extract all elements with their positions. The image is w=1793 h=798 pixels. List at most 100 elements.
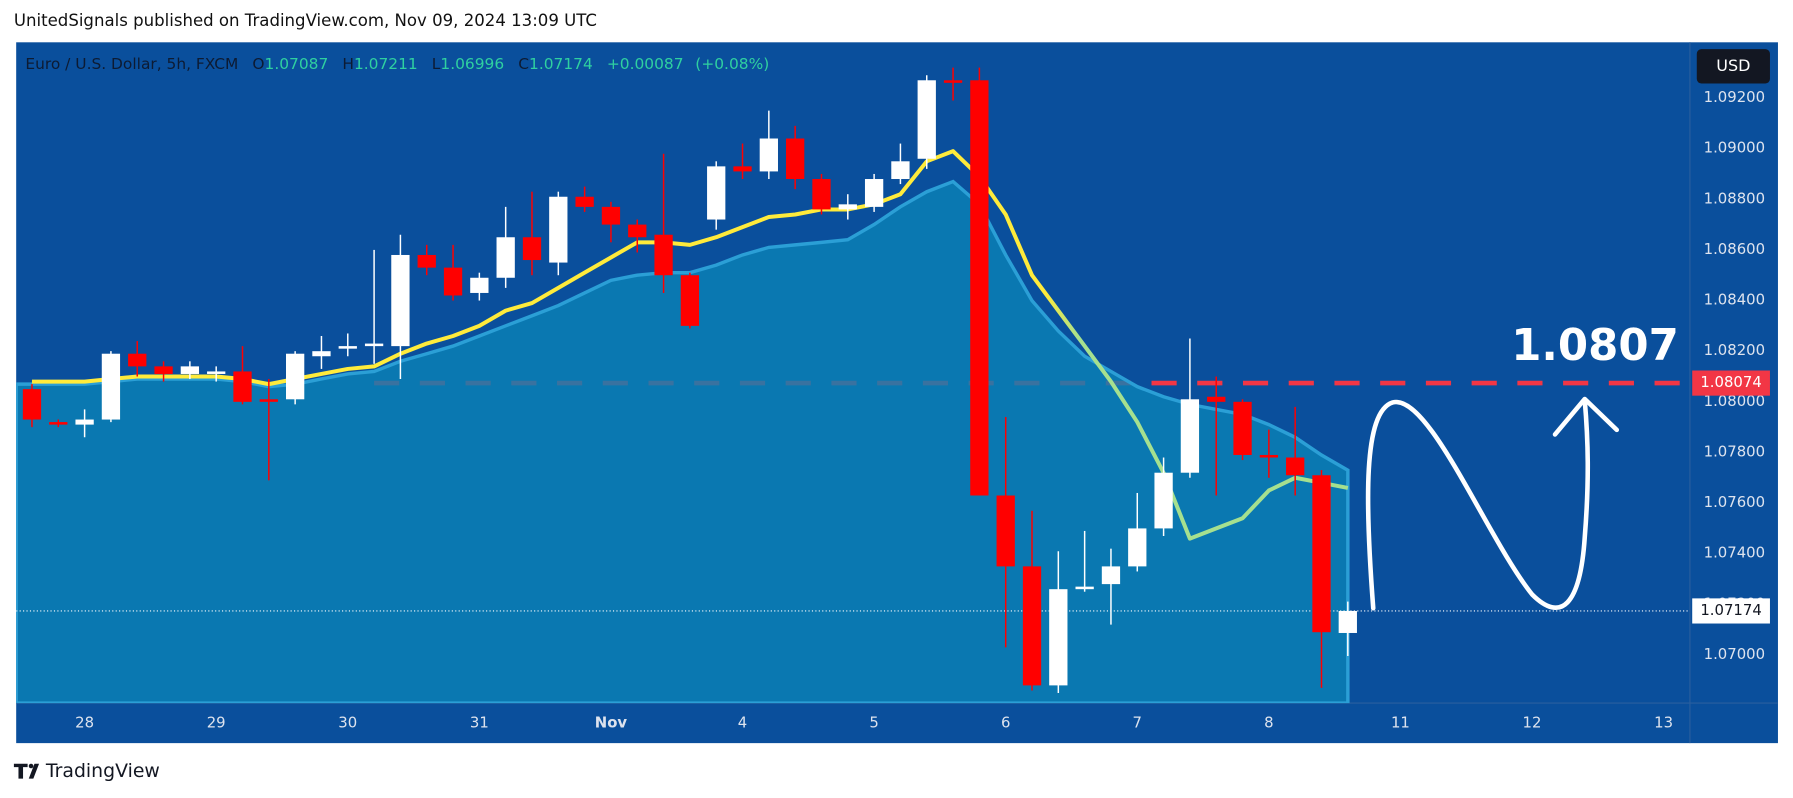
legend-text: Euro / U.S. Dollar, 5h, FXCM O1.07087 H1… bbox=[25, 55, 769, 73]
ohlc-label: C bbox=[518, 55, 529, 73]
axes: 1.09200 1.09000 1.08800 1.08600 1.08400 1.082… bbox=[75, 88, 1770, 732]
candle-body bbox=[601, 206, 621, 225]
candle-body bbox=[1180, 399, 1200, 473]
candle-body bbox=[575, 196, 594, 207]
ohlc-value: 1.06996 bbox=[440, 55, 504, 73]
drawn-arrowhead bbox=[1552, 396, 1620, 437]
candle-body bbox=[1259, 454, 1279, 458]
x-tick-label: 8 bbox=[1264, 714, 1273, 732]
candle-body bbox=[1075, 586, 1094, 590]
x-tick-label: 29 bbox=[207, 714, 226, 732]
level-price-badge bbox=[1692, 370, 1770, 396]
candle-body bbox=[1128, 528, 1147, 567]
candle-body bbox=[891, 161, 910, 180]
candle-body bbox=[75, 419, 94, 425]
candle-body bbox=[443, 267, 463, 296]
candle-body bbox=[391, 254, 410, 347]
ohlc-label: O bbox=[252, 55, 264, 73]
candle-body bbox=[1312, 475, 1331, 633]
y-tick-label: 1.09200 bbox=[1704, 88, 1765, 106]
ohlc-label: H bbox=[342, 55, 354, 73]
y-tick-label: 1.08000 bbox=[1704, 392, 1765, 410]
x-tick-label: 11 bbox=[1391, 714, 1410, 732]
candle-body bbox=[654, 234, 673, 276]
candle-body bbox=[180, 366, 200, 374]
candle-body bbox=[101, 353, 121, 420]
candle-body bbox=[1101, 566, 1121, 585]
plot-area bbox=[16, 67, 1690, 704]
legend: Euro / U.S. Dollar, 5h, FXCM O1.07087 H1… bbox=[25, 55, 769, 73]
candle-body bbox=[364, 343, 384, 347]
candle-body bbox=[864, 179, 884, 207]
change: +0.00087 bbox=[607, 55, 684, 73]
footer-text: TradingView bbox=[45, 760, 160, 782]
x-tick-label: 5 bbox=[869, 714, 878, 732]
candle-body bbox=[628, 224, 647, 238]
y-tick-label: 1.07000 bbox=[1704, 645, 1765, 663]
y-tick-label: 1.08800 bbox=[1704, 189, 1765, 207]
x-tick-label: 6 bbox=[1001, 714, 1010, 732]
y-tick-label: 1.07600 bbox=[1704, 493, 1765, 511]
x-tick-label: 13 bbox=[1654, 714, 1673, 732]
y-tick-label: 1.09000 bbox=[1704, 139, 1765, 157]
footer-logo: TradingView bbox=[13, 760, 160, 782]
ohlc-value: 1.07211 bbox=[354, 55, 418, 73]
last-price-label: 1.07174 bbox=[1700, 601, 1761, 619]
y-tick-label: 1.08400 bbox=[1704, 291, 1765, 309]
logo-icon bbox=[13, 763, 40, 779]
candle-body bbox=[759, 138, 778, 172]
candle-body bbox=[154, 366, 173, 374]
currency-badge bbox=[1696, 49, 1770, 84]
candle-body bbox=[417, 254, 436, 268]
candle-body bbox=[786, 138, 805, 180]
y-tick-label: 1.08600 bbox=[1704, 240, 1765, 258]
candle-body bbox=[970, 80, 989, 496]
candle-body bbox=[1233, 401, 1252, 455]
drawn-curve bbox=[1365, 397, 1591, 611]
change-percent: (+0.08%) bbox=[695, 55, 769, 73]
x-tick-label: 4 bbox=[738, 714, 747, 732]
candle-body bbox=[917, 80, 936, 159]
x-tick-label: 30 bbox=[338, 714, 357, 732]
candle-body bbox=[128, 353, 147, 367]
x-tick-label: Nov bbox=[595, 714, 628, 732]
candle-body bbox=[996, 495, 1015, 567]
ohlc-value: 1.07174 bbox=[529, 55, 593, 73]
ohlc-value: 1.07087 bbox=[265, 55, 329, 73]
last-price-badge bbox=[1692, 598, 1770, 624]
candle-body bbox=[207, 371, 226, 374]
x-tick-label: 12 bbox=[1523, 714, 1542, 732]
x-tick-label: 28 bbox=[75, 714, 94, 732]
currency: USD bbox=[1716, 56, 1750, 75]
candle-body bbox=[1338, 610, 1357, 633]
candle-body bbox=[680, 275, 700, 326]
candle-body bbox=[1207, 396, 1226, 402]
candle-body bbox=[1049, 589, 1068, 686]
level-price-label: 1.08074 bbox=[1700, 373, 1761, 391]
candle-body bbox=[522, 237, 542, 261]
candle-body bbox=[22, 389, 42, 420]
candle-body bbox=[259, 399, 278, 402]
y-tick-label: 1.07800 bbox=[1704, 442, 1765, 460]
annotation: 1.0807 bbox=[1511, 321, 1679, 371]
attribution: UnitedSignals published on TradingView.c… bbox=[14, 11, 597, 30]
candle-body bbox=[943, 80, 963, 83]
candle-body bbox=[49, 422, 68, 425]
candle-body bbox=[233, 371, 252, 402]
symbol: Euro / U.S. Dollar, 5h, FXCM bbox=[25, 55, 238, 73]
candle-body bbox=[470, 277, 489, 293]
x-tick-label: 31 bbox=[470, 714, 489, 732]
candle-body bbox=[1022, 566, 1042, 686]
logo-dot bbox=[28, 763, 34, 769]
y-tick-label: 1.08200 bbox=[1704, 341, 1765, 359]
candle-body bbox=[285, 353, 305, 400]
x-tick-label: 7 bbox=[1133, 714, 1142, 732]
candle-body bbox=[812, 179, 831, 210]
candle-body bbox=[1286, 457, 1305, 476]
candle-body bbox=[549, 196, 568, 263]
candle-body bbox=[312, 351, 331, 357]
ohlc-label: L bbox=[432, 55, 441, 73]
candle-body bbox=[496, 237, 515, 278]
